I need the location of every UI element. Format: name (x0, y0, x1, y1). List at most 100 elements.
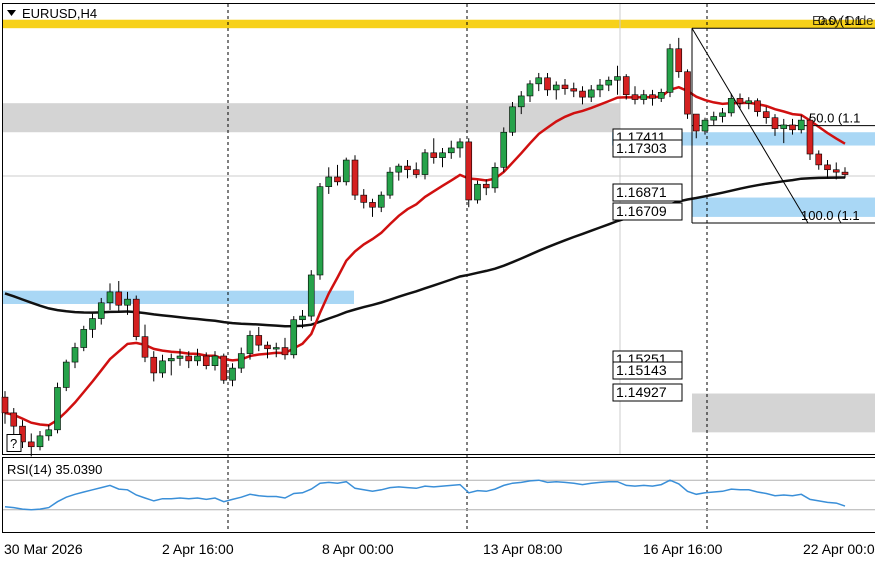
bull-candle (666, 43, 674, 98)
price-label-box (612, 383, 683, 402)
candle-body (745, 100, 753, 104)
bear-candle (412, 162, 420, 179)
bull-candle (176, 348, 184, 366)
bull-candle (386, 167, 394, 199)
bull-candle (640, 89, 648, 105)
bull-candle (36, 431, 44, 451)
candle-body (194, 355, 201, 362)
candle-body (614, 76, 621, 81)
collapse-triangle-icon[interactable] (7, 10, 16, 16)
candle-body (841, 171, 849, 175)
bear-candle (815, 150, 823, 170)
bull-candle (272, 342, 280, 358)
bear-candle (255, 326, 263, 352)
candle-body (605, 79, 613, 86)
chart-symbol-title: EURUSD,H4 (22, 6, 97, 21)
time-axis: 30 Mar 2026 2 Apr 16:00 8 Apr 00:00 13 Apr … (4, 541, 875, 557)
bull-candle (80, 325, 88, 352)
bull-candle (526, 80, 534, 102)
price-label-box (612, 361, 683, 380)
bull-candle (509, 101, 516, 136)
bear-candle (220, 353, 228, 384)
bull-candle (500, 127, 508, 173)
price-label-box (612, 183, 683, 202)
candle-body (780, 124, 788, 129)
bull-candle (745, 97, 753, 110)
time-axis-tick-label: 16 Apr 16:00 (643, 541, 723, 557)
candle-body (281, 347, 289, 356)
bull-candle (299, 310, 306, 329)
help-button[interactable] (6, 434, 22, 452)
bear-candle (561, 79, 569, 95)
candle-body (806, 119, 814, 155)
bull-candle (194, 348, 201, 366)
bull-candle (614, 65, 621, 95)
candle-body (334, 176, 341, 183)
candle-body (762, 111, 770, 119)
candle-body (649, 94, 656, 99)
bull-candle (246, 330, 254, 360)
candle-body (684, 71, 691, 115)
bull-candle (89, 313, 96, 338)
bear-candle (736, 93, 744, 110)
fib-level-100-label: 100.0 (1.1 (801, 208, 860, 223)
bull-candle (316, 183, 324, 280)
candle-body (237, 353, 245, 369)
candle-body (272, 347, 280, 350)
rsi-line (4, 479, 846, 511)
candle-body (264, 344, 271, 350)
candle-body (710, 116, 718, 121)
candle-body (36, 435, 44, 448)
candle-body (692, 113, 700, 132)
candle-body (727, 98, 735, 114)
candle-body (360, 194, 368, 203)
rsi-label: RSI(14) 35.0390 (7, 462, 102, 477)
bull-candle (439, 147, 446, 168)
ema-slow-line (4, 176, 846, 328)
help-button-label: ? (10, 436, 17, 451)
bull-candle (71, 342, 79, 369)
candle-body (815, 153, 823, 166)
bull-candle (290, 316, 298, 359)
bull-candle (377, 191, 385, 213)
candle-body (456, 141, 464, 149)
candle-body (246, 335, 254, 354)
candle-body (159, 360, 166, 374)
rsi-frame (2, 457, 875, 533)
bear-candle (141, 324, 149, 363)
time-axis-tick-label: 13 Apr 08:00 (483, 541, 563, 557)
candle-body (657, 92, 665, 99)
bear-candle (132, 295, 140, 341)
candle-body (185, 355, 193, 362)
price-label-box (612, 139, 683, 158)
bull-candle (124, 291, 131, 315)
gray-demand-zone-right (692, 393, 875, 433)
candle-body (124, 298, 131, 306)
bull-candle (447, 140, 455, 159)
candle-body (71, 347, 79, 363)
bear-candle (692, 113, 700, 139)
candle-body (447, 147, 455, 154)
bull-candle (421, 149, 429, 180)
candle-body (500, 131, 508, 168)
candle-body (509, 106, 516, 133)
yellow-resistance-zone (3, 19, 875, 29)
fib-level-0-label: 0.0 (1.1 (818, 13, 862, 28)
candle-body (622, 76, 630, 96)
time-axis-tick-label: 30 Mar 2026 (4, 541, 83, 557)
bear-candle (789, 118, 796, 135)
bear-candle (404, 160, 411, 179)
gray-supply-zone (3, 103, 620, 133)
time-axis-tick-label: 2 Apr 16:00 (162, 541, 234, 557)
candle-body (701, 119, 709, 132)
candle-body (106, 291, 114, 304)
candle-body (771, 117, 779, 129)
bear-candle (771, 114, 779, 136)
bear-candle (684, 69, 691, 119)
candle-body (386, 171, 394, 196)
candle-body (526, 83, 534, 97)
candle-body (220, 355, 228, 381)
bear-candle (465, 138, 473, 208)
bull-candle (710, 111, 718, 125)
